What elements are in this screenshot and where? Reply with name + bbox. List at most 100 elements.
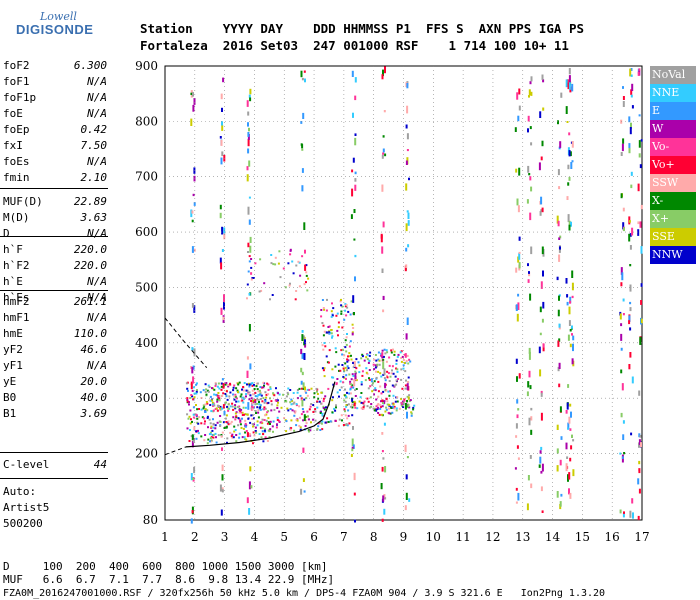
echo-point xyxy=(358,400,361,403)
y-tick-label: 500 xyxy=(135,280,158,294)
echo-point xyxy=(219,408,222,411)
echo-point xyxy=(527,128,529,133)
echo-point xyxy=(353,402,356,407)
echo-point xyxy=(384,466,387,473)
echo-point xyxy=(568,75,571,83)
echo-point xyxy=(377,406,380,409)
echo-point xyxy=(367,362,370,364)
echo-point xyxy=(206,442,209,445)
echo-point xyxy=(301,255,304,258)
echo-point xyxy=(261,426,264,429)
echo-point xyxy=(304,386,306,391)
echo-point xyxy=(221,474,224,481)
echo-point xyxy=(348,355,351,358)
echo-point xyxy=(342,424,345,426)
echo-point xyxy=(221,107,223,112)
echo-point xyxy=(325,355,328,358)
echo-point xyxy=(348,392,351,395)
echo-point xyxy=(263,384,265,387)
param-h-f: h`F 220.0 xyxy=(3,242,107,258)
echo-point xyxy=(631,376,634,384)
echo-point xyxy=(395,383,398,386)
echo-point xyxy=(631,498,634,504)
echo-point xyxy=(386,400,389,403)
echo-point xyxy=(620,119,623,124)
echo-point xyxy=(566,456,569,459)
echo-point xyxy=(266,440,269,442)
echo-point xyxy=(374,366,377,369)
param-value: 46.6 xyxy=(80,343,108,356)
param-name: hmF2 xyxy=(3,295,30,308)
echo-point xyxy=(304,249,306,254)
echo-point xyxy=(247,206,250,215)
echo-point xyxy=(307,277,310,280)
echo-point xyxy=(190,366,193,369)
echo-point xyxy=(382,358,385,361)
x-tick-label: 4 xyxy=(251,530,259,544)
param-value: 220.0 xyxy=(73,243,107,256)
echo-point xyxy=(390,372,393,375)
echo-point xyxy=(251,414,254,417)
echo-point xyxy=(391,365,394,368)
echo-point xyxy=(195,390,198,393)
echo-point xyxy=(226,398,229,401)
echo-point xyxy=(378,359,381,362)
echo-point xyxy=(304,390,307,393)
echo-point xyxy=(192,406,195,409)
echo-point xyxy=(238,411,241,414)
echo-point xyxy=(244,419,247,422)
echo-point xyxy=(407,212,410,219)
echo-point xyxy=(316,393,319,395)
echo-point xyxy=(382,152,385,155)
echo-point xyxy=(278,250,281,253)
echo-point xyxy=(208,418,211,421)
echo-point xyxy=(638,439,641,445)
echo-point xyxy=(622,298,625,302)
echo-point xyxy=(209,422,212,425)
echo-point xyxy=(322,324,325,327)
echo-point xyxy=(233,384,236,387)
echo-point xyxy=(346,369,348,372)
echo-point xyxy=(516,445,519,449)
echo-point xyxy=(220,139,223,146)
y-tick-label: 80 xyxy=(143,513,158,527)
echo-point xyxy=(262,386,265,389)
echo-point xyxy=(556,424,559,430)
echo-point xyxy=(517,302,520,310)
echo-point xyxy=(341,348,344,351)
echo-point xyxy=(340,310,343,313)
echo-point xyxy=(254,395,257,398)
echo-point xyxy=(557,220,560,227)
echo-point xyxy=(352,374,355,377)
echo-point xyxy=(218,405,220,408)
param-value: N/A xyxy=(87,75,107,88)
echo-point xyxy=(339,369,342,372)
echo-point xyxy=(321,322,324,324)
echo-point xyxy=(407,396,410,400)
echo-point xyxy=(354,184,357,191)
echo-point xyxy=(373,368,376,371)
echo-point xyxy=(380,354,383,357)
parameters-panel: foF2 6.300 foF1 N/A foF1p N/A foE N/A foEp 0.42 fx… xyxy=(0,0,110,540)
echo-point xyxy=(351,414,354,417)
echo-point xyxy=(407,244,410,248)
echo-point xyxy=(276,404,279,407)
x-tick-label: 3 xyxy=(221,530,229,544)
echo-point xyxy=(235,411,238,414)
echo-point xyxy=(528,347,531,354)
echo-point xyxy=(515,168,518,173)
echo-point xyxy=(270,403,273,406)
echo-point xyxy=(344,305,347,308)
echo-point xyxy=(291,409,294,412)
echo-point xyxy=(330,315,333,318)
echo-point xyxy=(197,429,199,432)
echo-point xyxy=(567,82,570,90)
echo-point xyxy=(221,407,224,410)
header-line-2: Fortaleza 2016 Set03 247 001000 RSF 1 71… xyxy=(140,38,569,53)
echo-point xyxy=(290,403,293,406)
echo-point xyxy=(188,440,191,442)
echo-point xyxy=(383,368,386,376)
echo-point xyxy=(640,283,643,287)
echo-point xyxy=(515,501,518,504)
echo-point xyxy=(413,404,416,407)
